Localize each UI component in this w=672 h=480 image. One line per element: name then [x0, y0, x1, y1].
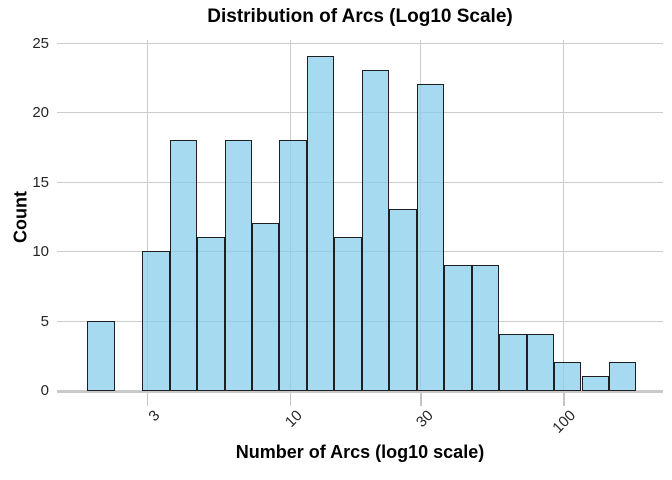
histogram-bar — [608, 362, 637, 391]
chart-title: Distribution of Arcs (Log10 Scale) — [207, 6, 513, 27]
histogram-bar — [224, 139, 252, 391]
h-gridline — [57, 42, 663, 44]
y-tick-label: 25 — [32, 34, 49, 52]
y-tick-label: 20 — [32, 104, 49, 121]
histogram-bar — [581, 376, 609, 391]
histogram-bar — [389, 209, 417, 391]
histogram-bar — [334, 237, 362, 391]
histogram-bar — [444, 264, 472, 391]
y-tick-label: 5 — [40, 312, 49, 330]
x-tick-mark — [563, 393, 565, 406]
histogram-bar — [169, 139, 198, 391]
h-gridline — [57, 181, 663, 183]
histogram-bar — [197, 237, 225, 391]
histogram-bar — [142, 251, 170, 391]
x-tick-mark — [146, 393, 149, 406]
histogram-bar — [361, 70, 390, 391]
histogram-bar — [499, 334, 527, 391]
v-gridline — [146, 40, 148, 391]
x-tick-mark — [289, 393, 292, 406]
plot-panel — [57, 40, 663, 393]
v-gridline — [563, 40, 565, 391]
x-axis-label: Number of Arcs (log10 scale) — [235, 442, 485, 462]
h-gridline — [57, 112, 663, 113]
histogram-bar — [306, 56, 335, 391]
x-tick-mark — [420, 393, 422, 406]
y-tick-label: 15 — [32, 173, 49, 191]
histogram-bar — [251, 223, 280, 391]
y-tick-label: 10 — [32, 243, 49, 260]
histogram-bar — [526, 334, 555, 391]
histogram-bar — [87, 320, 115, 391]
histogram-bar — [554, 362, 582, 391]
histogram-bar — [416, 84, 445, 391]
histogram-bar — [471, 264, 500, 391]
y-tick-label: 0 — [40, 382, 49, 399]
histogram-bar — [279, 139, 307, 391]
y-axis-label: Count — [10, 191, 31, 243]
